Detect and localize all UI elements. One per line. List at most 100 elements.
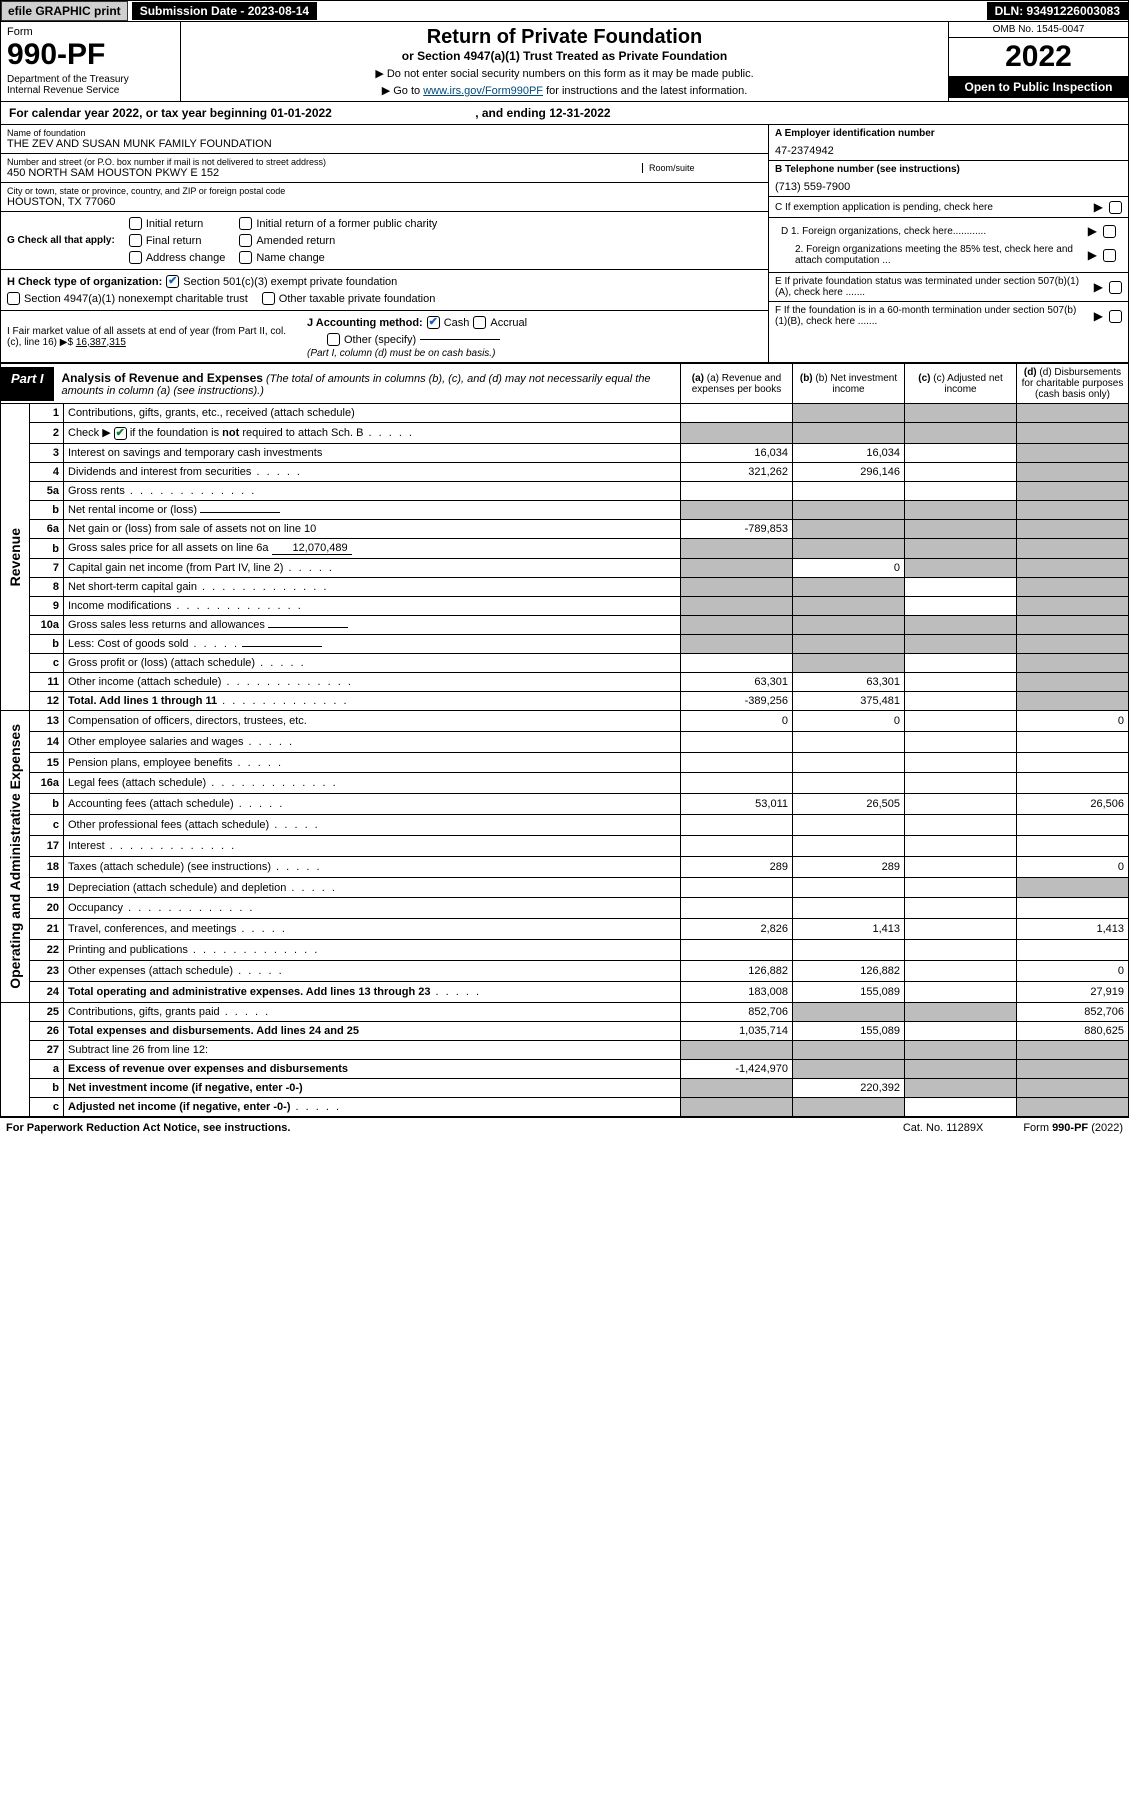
h-o3: Other taxable private foundation: [279, 293, 436, 305]
cb-e[interactable]: [1109, 281, 1122, 294]
r3-b: 16,034: [793, 444, 905, 463]
c-label: C If exemption application is pending, c…: [775, 202, 993, 213]
cb-c[interactable]: [1109, 201, 1122, 214]
cb-initial-former[interactable]: [239, 217, 252, 230]
r6a-desc: Net gain or (loss) from sale of assets n…: [64, 520, 681, 539]
row-25: 25Contributions, gifts, grants paid852,7…: [1, 1002, 1129, 1021]
row-16b: bAccounting fees (attach schedule)53,011…: [1, 794, 1129, 815]
r16b-desc: Accounting fees (attach schedule): [68, 798, 234, 810]
row-15: 15Pension plans, employee benefits: [1, 752, 1129, 773]
r3-desc: Interest on savings and temporary cash i…: [64, 444, 681, 463]
g-o1: Initial return: [146, 218, 203, 230]
form990pf-link[interactable]: www.irs.gov/Form990PF: [423, 85, 543, 97]
cb-other-method[interactable]: [327, 333, 340, 346]
cb-address-change[interactable]: [129, 251, 142, 264]
cb-accrual[interactable]: [473, 316, 486, 329]
g-label: G Check all that apply:: [7, 235, 115, 246]
r11-a: 63,301: [681, 673, 793, 692]
row-24: 24Total operating and administrative exp…: [1, 981, 1129, 1002]
r9-desc: Income modifications: [68, 600, 171, 612]
r26-d: 880,625: [1017, 1021, 1129, 1040]
r2b: if the foundation is: [130, 427, 222, 439]
addr-label: Number and street (or P.O. box number if…: [7, 157, 636, 167]
r12-desc: Total. Add lines 1 through 11: [68, 695, 217, 707]
cb-d2[interactable]: [1103, 249, 1116, 262]
j-note: (Part I, column (d) must be on cash basi…: [307, 348, 495, 359]
dln: DLN: 93491226003083: [987, 2, 1128, 20]
cb-cash[interactable]: ✔: [427, 316, 440, 329]
r27a-desc: Excess of revenue over expenses and disb…: [68, 1063, 348, 1075]
cb-final-return[interactable]: [129, 234, 142, 247]
d1-label: D 1. Foreign organizations, check here..…: [781, 226, 986, 237]
cb-f[interactable]: [1109, 310, 1122, 323]
cal-begin: 01-01-2022: [270, 106, 331, 120]
r5a-desc: Gross rents: [68, 485, 125, 497]
city-label: City or town, state or province, country…: [7, 186, 762, 196]
r15-desc: Pension plans, employee benefits: [68, 757, 233, 769]
g-o5: Amended return: [256, 235, 335, 247]
expenses-side: Operating and Administrative Expenses: [1, 711, 30, 1003]
addr-cell: Number and street (or P.O. box number if…: [1, 154, 768, 183]
r2-desc: Check ▶ ✔ if the foundation is not requi…: [64, 423, 681, 444]
expenses-label: Operating and Administrative Expenses: [5, 714, 25, 999]
r8-desc: Net short-term capital gain: [68, 581, 197, 593]
cb-initial-return[interactable]: [129, 217, 142, 230]
r4-b: 296,146: [793, 463, 905, 482]
city-cell: City or town, state or province, country…: [1, 183, 768, 212]
r6b-val: 12,070,489: [272, 542, 352, 555]
row-4: 4Dividends and interest from securities3…: [1, 463, 1129, 482]
g-o3: Address change: [146, 252, 226, 264]
i-value: 16,387,315: [76, 337, 126, 348]
g-o4: Initial return of a former public charit…: [256, 218, 437, 230]
cb-501c3[interactable]: ✔: [166, 275, 179, 288]
cal-pre: For calendar year 2022, or tax year begi…: [9, 106, 270, 120]
row-23: 23Other expenses (attach schedule)126,88…: [1, 960, 1129, 981]
r21-desc: Travel, conferences, and meetings: [68, 923, 236, 935]
r16a-desc: Legal fees (attach schedule): [68, 777, 206, 789]
row-6b: bGross sales price for all assets on lin…: [1, 539, 1129, 559]
f-label: F If the foundation is in a 60-month ter…: [775, 305, 1088, 327]
j-o3: Other (specify): [344, 334, 416, 346]
row-14: 14Other employee salaries and wages: [1, 731, 1129, 752]
r10a-input[interactable]: [268, 627, 348, 628]
r11-desc: Other income (attach schedule): [68, 676, 221, 688]
submission-date: Submission Date - 2023-08-14: [132, 2, 317, 20]
cb-amended[interactable]: [239, 234, 252, 247]
r1-desc: Contributions, gifts, grants, etc., rece…: [64, 404, 681, 423]
other-method-input[interactable]: [420, 339, 500, 340]
r24-b: 155,089: [793, 981, 905, 1002]
row-7: 7Capital gain net income (from Part IV, …: [1, 559, 1129, 578]
r4-a: 321,262: [681, 463, 793, 482]
r21-a: 2,826: [681, 919, 793, 940]
cb-d1[interactable]: [1103, 225, 1116, 238]
cb-other-taxable[interactable]: [262, 292, 275, 305]
efile-print-button[interactable]: efile GRAPHIC print: [1, 1, 128, 21]
r23-b: 126,882: [793, 960, 905, 981]
r23-a: 126,882: [681, 960, 793, 981]
r16c-desc: Other professional fees (attach schedule…: [68, 819, 269, 831]
r10b-input[interactable]: [242, 646, 322, 647]
name-label: Name of foundation: [7, 128, 762, 138]
part1-title-main: Analysis of Revenue and Expenses: [62, 371, 263, 385]
r13-a: 0: [681, 711, 793, 732]
col-d-hdr: (d) (d) Disbursements for charitable pur…: [1017, 364, 1129, 404]
r13-desc: Compensation of officers, directors, tru…: [64, 711, 681, 732]
r24-a: 183,008: [681, 981, 793, 1002]
city-value: HOUSTON, TX 77060: [7, 196, 762, 208]
tel-value: (713) 559-7900: [775, 181, 1122, 193]
cb-name-change[interactable]: [239, 251, 252, 264]
row-10a: 10aGross sales less returns and allowanc…: [1, 616, 1129, 635]
row-5b: bNet rental income or (loss): [1, 501, 1129, 520]
tel-cell: B Telephone number (see instructions) (7…: [769, 161, 1128, 197]
r2c: required to attach Sch. B: [239, 427, 363, 439]
cb-schb[interactable]: ✔: [114, 427, 127, 440]
instr-1: ▶ Do not enter social security numbers o…: [189, 67, 940, 80]
r5b-input[interactable]: [200, 512, 280, 513]
tel-label: B Telephone number (see instructions): [775, 164, 960, 175]
ein-value: 47-2374942: [775, 145, 1122, 157]
r2a: Check ▶: [68, 427, 111, 439]
r18-b: 289: [793, 856, 905, 877]
r21-d: 1,413: [1017, 919, 1129, 940]
cb-4947a1[interactable]: [7, 292, 20, 305]
part1-tag: Part I: [1, 367, 54, 401]
